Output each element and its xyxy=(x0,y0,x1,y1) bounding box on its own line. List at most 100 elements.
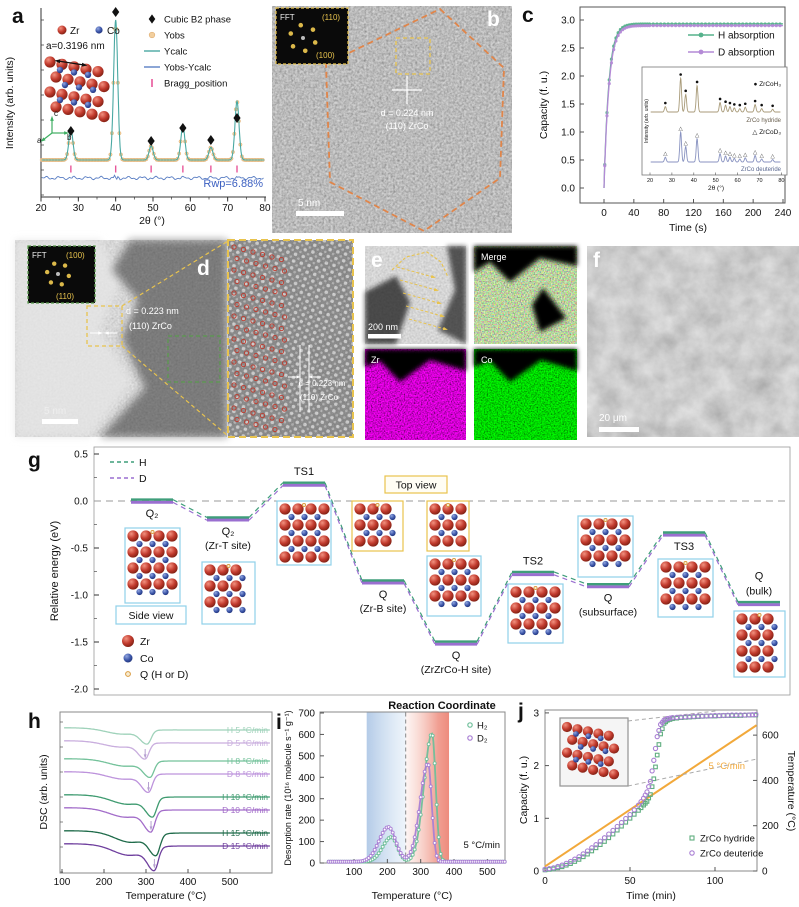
h-x-tick: 200 xyxy=(96,877,113,888)
e-zr-label: Zr xyxy=(371,355,380,365)
g-state-label-4: Q (ZrZrCo-H site) xyxy=(421,650,492,676)
svg-text:△: △ xyxy=(684,140,689,146)
h-curve-label-4: H 10 °C/min xyxy=(222,792,268,802)
d-d-spacing: d = 0.223 nm xyxy=(126,306,179,316)
a-lattice-constant: a=0.3196 nm xyxy=(46,41,105,52)
j-yl-label: Capacity (f. u.) xyxy=(518,756,530,824)
panel-e-eds: 200 nm Merge Zr Co xyxy=(365,246,577,440)
svg-text:(bulk): (bulk) xyxy=(746,585,772,597)
c-y-tick: 2.0 xyxy=(561,72,575,83)
i-y-tick: 200 xyxy=(298,816,315,827)
svg-text:Q₂: Q₂ xyxy=(222,526,235,538)
c-y-tick: 1.5 xyxy=(561,100,575,111)
i-y-tick: 400 xyxy=(298,773,315,784)
a-inset-structure: Zr Coa=0.3196 nm c b a xyxy=(37,25,120,145)
svg-text:△: △ xyxy=(718,148,723,154)
svg-text:△: △ xyxy=(728,151,733,157)
panel-g-energy: 0.5 0.0 -0.5 -1.0 -1.5 -2.0 Relative energy (e… xyxy=(49,446,791,712)
g-structure-inset xyxy=(657,558,714,618)
svg-text:30: 30 xyxy=(669,178,675,184)
h-plot-border xyxy=(59,711,273,874)
i-rate-annotation: 5 °C/min xyxy=(463,840,500,851)
svg-text:△: △ xyxy=(732,152,737,158)
g-legend-D: D xyxy=(139,473,147,485)
j-rate-annotation: 5 °C/min xyxy=(708,761,745,772)
c-y-tick: 0.0 xyxy=(561,184,575,195)
a-y-label: Intensity (arb. units) xyxy=(4,57,16,149)
panel-j-tpd: 0 50 100 0 1 2 3 0 200 400 600 Time (min) Capacity (… xyxy=(518,708,797,902)
svg-text:△: △ xyxy=(743,152,748,158)
g-y-label: Relative energy (eV) xyxy=(49,521,61,621)
g-atom-q: Q (H or D) xyxy=(140,669,188,681)
a-legend-label: Cubic B2 phase xyxy=(164,15,231,26)
a-inset-zr: Zr xyxy=(70,26,80,37)
d-fft-inset: FFT (100) (110) xyxy=(27,245,96,304)
b-plane-110: (110) xyxy=(322,13,340,22)
j-legend: ZrCo hydride ZrCo deuteride xyxy=(689,834,763,860)
j-x-label: Time (min) xyxy=(626,890,676,902)
g-structure-inset xyxy=(426,500,470,552)
panel-a-xrd: 20 30 40 50 60 70 80 2θ (°) Intensity (arb. unit… xyxy=(4,7,271,227)
j-yr-tick: 200 xyxy=(762,821,779,832)
svg-text:△: △ xyxy=(695,133,700,139)
c-legend: H absorption D absorption xyxy=(688,31,775,59)
d-fft-label: FFT xyxy=(32,251,47,260)
b-phase: (110) ZrCo xyxy=(386,121,429,131)
e-merge-tile: Merge xyxy=(474,246,577,344)
a-legend-label: Ycalc xyxy=(164,47,187,58)
panel-f-sem: 20 μm xyxy=(587,246,799,437)
c-y-tick: 0.5 xyxy=(561,156,575,167)
e-co-label: Co xyxy=(481,355,493,365)
c-inset-hydride-name: ZrCo hydride xyxy=(746,118,781,124)
a-x-tick: 60 xyxy=(185,203,197,214)
j-inset-structure xyxy=(559,717,629,787)
g-state-label-5: TS2 xyxy=(523,555,543,567)
a-x-tick: 30 xyxy=(73,203,85,214)
c-inset-hydride-phase: ● ZrCoH₃ xyxy=(753,81,781,88)
c-x-label: Time (s) xyxy=(669,222,707,234)
i-x-label: Temperature (°C) xyxy=(372,890,453,902)
g-atom-co: Co xyxy=(140,653,154,665)
f-sem-image xyxy=(587,246,799,437)
d-scale-label: 5 nm xyxy=(44,406,66,417)
i-red-band xyxy=(405,712,450,863)
g-structure-inset xyxy=(577,515,634,578)
e-scale-label: 200 nm xyxy=(368,322,398,332)
b-roi-box xyxy=(395,37,431,75)
svg-text:(Zr-T site): (Zr-T site) xyxy=(205,540,251,552)
c-x-tick: 160 xyxy=(715,208,732,219)
c-legend-label: H absorption xyxy=(718,31,775,42)
j-plot-border xyxy=(544,709,758,872)
g-atom-legend: Zr Co Q (H or D) xyxy=(122,635,188,681)
b-d-spacing: d = 0.224 nm xyxy=(381,108,434,118)
c-inset-deuteride-trace xyxy=(650,130,781,163)
h-x-tick: 500 xyxy=(222,877,239,888)
g-y-tick: -1.0 xyxy=(71,591,89,602)
h-curve-7 xyxy=(64,843,270,872)
g-structure-inset xyxy=(124,527,181,604)
i-y-label: Desorption rate (10¹⁶ molecule s⁻¹ g⁻¹) xyxy=(283,710,293,865)
d-plane-110: (110) xyxy=(56,292,74,301)
j-yr-label: Temperature (°C) xyxy=(785,751,797,832)
b-fft-inset: FFT (110) (100) xyxy=(275,7,349,65)
h-curve-label-1: D 5 °C/min xyxy=(227,738,268,748)
i-legend-label-1: D₂ xyxy=(477,734,488,745)
i-markers-1 xyxy=(326,762,507,864)
g-state-label-7: TS3 xyxy=(674,541,694,553)
g-structure-inset xyxy=(276,500,332,566)
j-yl-tick: 1 xyxy=(533,814,539,825)
svg-text:△: △ xyxy=(753,149,758,155)
svg-text:80: 80 xyxy=(778,178,784,184)
e-scale-bar xyxy=(368,334,401,339)
f-scale-bar xyxy=(599,427,639,432)
g-structure-inset xyxy=(733,610,786,678)
i-blue-band xyxy=(366,712,406,863)
h-curve-6 xyxy=(64,830,270,857)
j-yr-tick: 400 xyxy=(762,776,779,787)
g-x-label: Reaction Coordinate xyxy=(388,700,496,712)
i-x-tick: 400 xyxy=(446,867,463,878)
g-structure-inset xyxy=(426,555,482,617)
h-y-label: DSC (arb. units) xyxy=(38,754,50,829)
panel-i-tds: 100 200 300 400 500 0 100 200 300 400 500 600 700 Tem… xyxy=(283,708,507,902)
